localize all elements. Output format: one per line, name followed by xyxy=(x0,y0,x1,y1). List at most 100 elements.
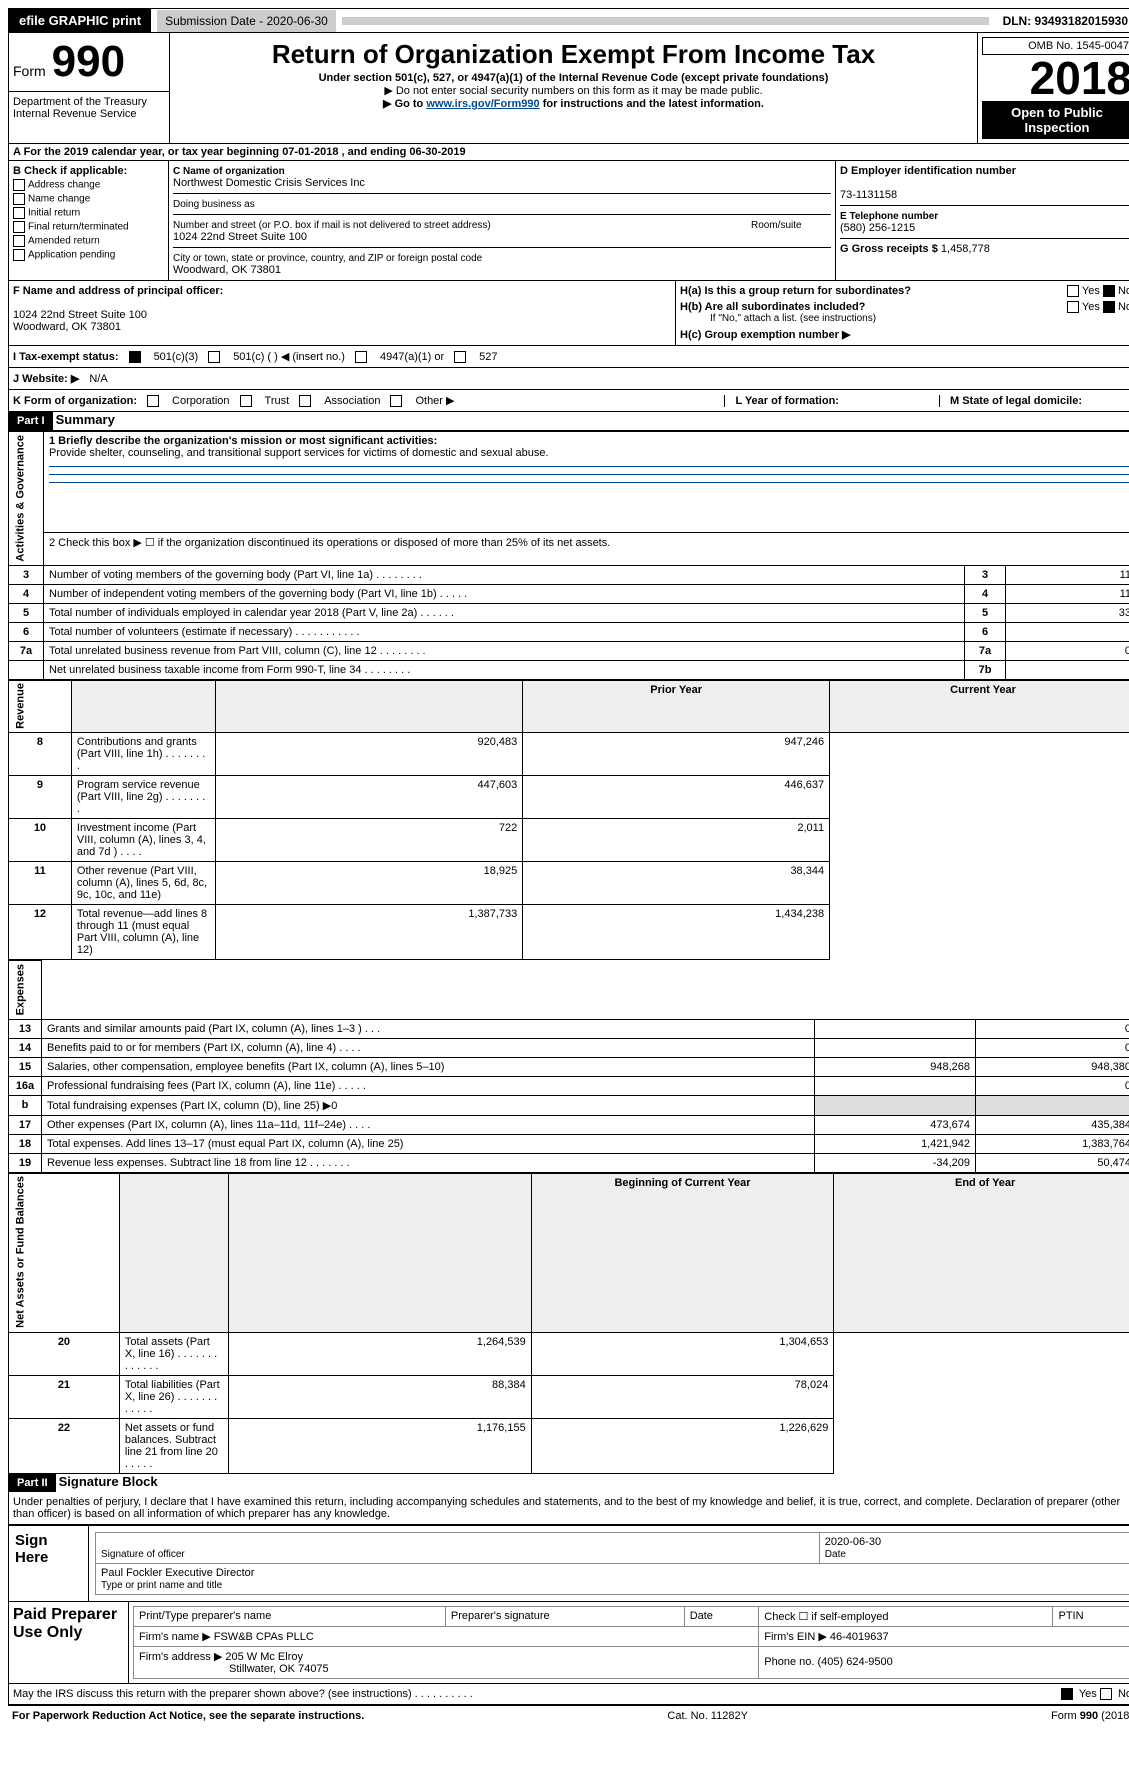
chk-discuss-no[interactable] xyxy=(1100,1688,1112,1700)
opt-4947: 4947(a)(1) or xyxy=(380,351,444,363)
k-label: K Form of organization: xyxy=(13,395,137,407)
addr-label: Number and street (or P.O. box if mail i… xyxy=(173,220,491,231)
opt-527: 527 xyxy=(479,351,497,363)
efile-badge: efile GRAPHIC print xyxy=(9,9,151,32)
website-val: N/A xyxy=(89,373,107,385)
opt-other: Other ▶ xyxy=(415,394,454,407)
chk-address[interactable]: Address change xyxy=(13,179,164,191)
note2-post: for instructions and the latest informat… xyxy=(540,98,764,110)
chk-trust[interactable] xyxy=(240,395,252,407)
col-current: Current Year xyxy=(830,680,1129,733)
l-label: L Year of formation: xyxy=(724,395,839,407)
part1-head: Part I xyxy=(9,412,53,430)
discuss-row: May the IRS discuss this return with the… xyxy=(8,1684,1129,1705)
i-row: I Tax-exempt status: 501(c)(3) 501(c) ( … xyxy=(8,346,1129,368)
sig-date: 2020-06-30 xyxy=(825,1536,881,1548)
part2-head: Part II xyxy=(9,1474,56,1492)
m-label: M State of legal domicile: xyxy=(939,395,1082,407)
chk-501c[interactable] xyxy=(208,351,220,363)
cat-no: Cat. No. 11282Y xyxy=(667,1710,748,1722)
chk-4947[interactable] xyxy=(355,351,367,363)
note2-pre: ▶ Go to xyxy=(383,98,426,110)
chk-assoc[interactable] xyxy=(299,395,311,407)
side-rev: Revenue xyxy=(9,680,72,733)
part2-title: Signature Block xyxy=(59,1474,158,1489)
chk-discuss-yes[interactable] xyxy=(1061,1688,1073,1700)
side-gov: Activities & Governance xyxy=(9,432,44,566)
g-label: G Gross receipts $ xyxy=(840,243,938,255)
dba-label: Doing business as xyxy=(173,199,255,210)
sig-officer-lbl: Signature of officer xyxy=(101,1549,185,1560)
k-row: K Form of organization: Corporation Trus… xyxy=(8,390,1129,412)
prep-name-lbl: Print/Type preparer's name xyxy=(134,1606,446,1626)
chk-initial[interactable]: Initial return xyxy=(13,207,164,219)
firm-name: FSW&B CPAs PLLC xyxy=(214,1631,314,1643)
firm-phone: Phone no. (405) 624-9500 xyxy=(759,1646,1129,1678)
paid-preparer: Paid Preparer Use Only xyxy=(9,1602,129,1683)
chk-name[interactable]: Name change xyxy=(13,193,164,205)
ptin-lbl: PTIN xyxy=(1053,1606,1129,1626)
form-footer: Form 990 (2018) xyxy=(1051,1710,1129,1722)
side-exp: Expenses xyxy=(9,961,42,1019)
d-label: D Employer identification number xyxy=(840,165,1016,177)
chk-other[interactable] xyxy=(390,395,402,407)
ein: 73-1131158 xyxy=(840,189,897,201)
room-label: Room/suite xyxy=(751,220,802,231)
opt-501c: 501(c) ( ) ◀ (insert no.) xyxy=(233,350,345,363)
chk-501c3[interactable] xyxy=(129,351,141,363)
tax-year: 2018 xyxy=(982,55,1129,101)
section-a: A For the 2019 calendar year, or tax yea… xyxy=(8,144,1129,161)
gross-receipts: 1,458,778 xyxy=(941,243,990,255)
sign-here: Sign Here xyxy=(9,1526,89,1601)
officer-addr1: 1024 22nd Street Suite 100 xyxy=(13,309,147,321)
firm-addr-lbl: Firm's address ▶ xyxy=(139,1651,222,1663)
firm-city: Stillwater, OK 74075 xyxy=(229,1663,329,1675)
col-beg: Beginning of Current Year xyxy=(531,1173,834,1332)
hb-note: If "No," attach a list. (see instruction… xyxy=(710,313,1129,324)
f-h-block: F Name and address of principal officer:… xyxy=(8,281,1129,346)
form-title: Return of Organization Exempt From Incom… xyxy=(174,39,973,70)
col-prior: Prior Year xyxy=(523,680,830,733)
spacer xyxy=(342,17,989,25)
sign-here-block: Sign Here Signature of officer 2020-06-3… xyxy=(8,1525,1129,1602)
b-label: B Check if applicable: xyxy=(13,165,127,177)
q1: 1 Briefly describe the organization's mi… xyxy=(49,435,437,447)
ha-label: H(a) Is this a group return for subordin… xyxy=(680,285,911,297)
opt-501c3: 501(c)(3) xyxy=(154,351,199,363)
j-label: J Website: ▶ xyxy=(13,372,79,385)
hb-label: H(b) Are all subordinates included? xyxy=(680,301,865,313)
officer-addr2: Woodward, OK 73801 xyxy=(13,321,121,333)
org-info: C Name of organization Northwest Domesti… xyxy=(169,161,836,280)
i-label: I Tax-exempt status: xyxy=(13,351,119,363)
top-bar: efile GRAPHIC print Submission Date - 20… xyxy=(8,8,1129,33)
form-note1: ▶ Do not enter social security numbers o… xyxy=(174,84,973,97)
right-info: D Employer identification number 73-1131… xyxy=(836,161,1129,280)
phone: (580) 256-1215 xyxy=(840,222,915,234)
opt-corp: Corporation xyxy=(172,395,229,407)
part1-title: Summary xyxy=(56,412,115,427)
chk-corp[interactable] xyxy=(147,395,159,407)
form990-link[interactable]: www.irs.gov/Form990 xyxy=(426,98,539,110)
summary-revenue: Revenue Prior Year Current Year 8Contrib… xyxy=(8,680,1129,961)
firm-name-lbl: Firm's name ▶ xyxy=(139,1631,211,1643)
city-label: City or town, state or province, country… xyxy=(173,253,482,264)
firm-addr: 205 W Mc Elroy xyxy=(225,1651,303,1663)
chk-527[interactable] xyxy=(454,351,466,363)
form-number: 990 xyxy=(52,37,125,87)
open-to-public: Open to Public Inspection xyxy=(982,101,1129,139)
chk-final[interactable]: Final return/terminated xyxy=(13,221,164,233)
q1-answer: Provide shelter, counseling, and transit… xyxy=(49,447,549,459)
summary-expenses: Expenses 13Grants and similar amounts pa… xyxy=(8,960,1129,1172)
declaration: Under penalties of perjury, I declare th… xyxy=(9,1492,1129,1524)
prep-sig-lbl: Preparer's signature xyxy=(445,1606,684,1626)
check-column: B Check if applicable: Address change Na… xyxy=(9,161,169,280)
chk-app[interactable]: Application pending xyxy=(13,249,164,261)
form-prefix: Form xyxy=(13,63,46,79)
form-header: Form 990 Department of the TreasuryInter… xyxy=(8,33,1129,144)
chk-amended[interactable]: Amended return xyxy=(13,235,164,247)
ha-no: No xyxy=(1118,285,1129,297)
org-city: Woodward, OK 73801 xyxy=(173,264,281,276)
form-subtitle: Under section 501(c), 527, or 4947(a)(1)… xyxy=(174,72,973,84)
org-meta: B Check if applicable: Address change Na… xyxy=(8,161,1129,281)
hb-yes: Yes xyxy=(1082,301,1100,313)
